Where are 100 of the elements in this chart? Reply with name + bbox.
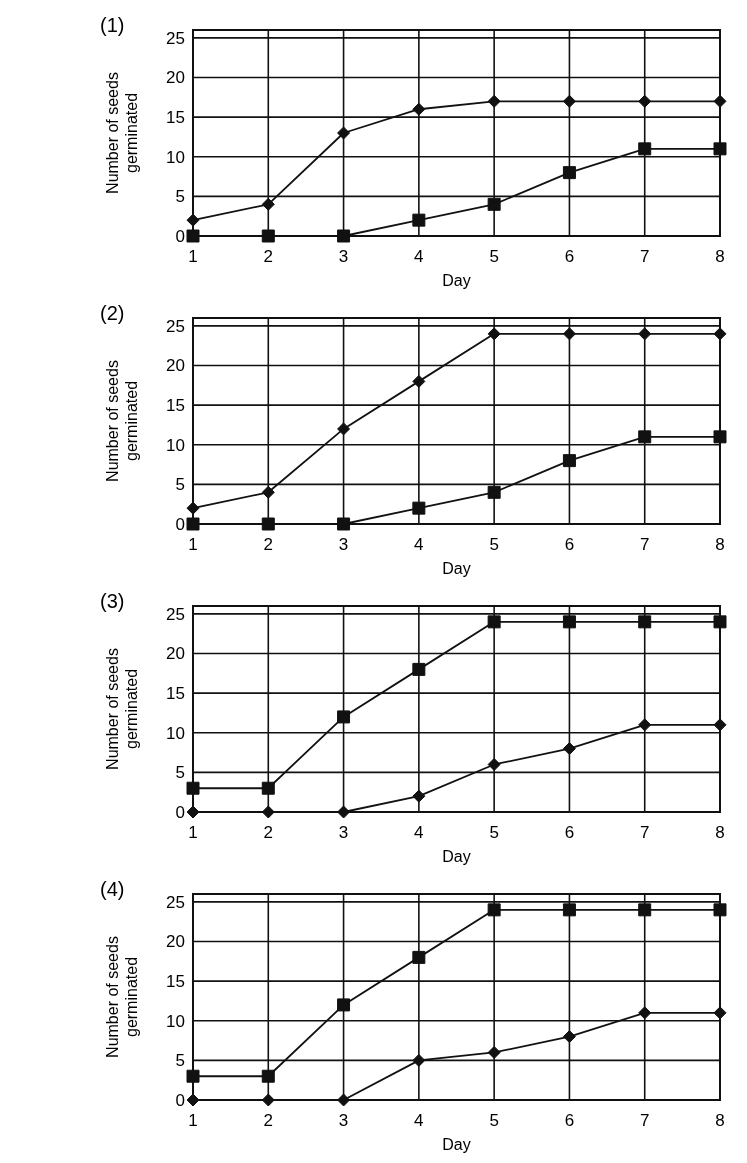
- x-tick-label: 3: [338, 823, 349, 842]
- point: [261, 229, 275, 243]
- x-tick-label: 4: [414, 535, 424, 554]
- x-tick-label: 1: [188, 535, 198, 554]
- y-tick-label: 0: [175, 1090, 185, 1110]
- y-tick-label: 20: [166, 932, 185, 952]
- point: [638, 142, 652, 156]
- y-axis-title: Number of seeds germinated: [104, 936, 141, 1058]
- x-tick-label: 3: [338, 535, 349, 554]
- point: [713, 430, 727, 444]
- point: [412, 662, 426, 676]
- point: [186, 501, 200, 515]
- point: [261, 781, 275, 795]
- x-tick-label: 4: [414, 247, 424, 266]
- point: [186, 213, 200, 227]
- y-tick-label: 0: [175, 226, 185, 246]
- chart-title: (4): [100, 878, 125, 900]
- point: [487, 485, 501, 499]
- point: [562, 94, 576, 108]
- x-tick-label: 8: [715, 1111, 725, 1130]
- y-tick-label: 25: [166, 604, 185, 624]
- point: [412, 789, 426, 803]
- point: [186, 781, 200, 795]
- point: [713, 718, 727, 732]
- point: [412, 213, 426, 227]
- y-tick-label: 0: [175, 802, 185, 822]
- point: [186, 805, 200, 819]
- point: [261, 197, 275, 211]
- y-tick-label: 15: [166, 396, 185, 416]
- y-tick-label: 15: [166, 684, 185, 704]
- point: [638, 430, 652, 444]
- x-tick-label: 7: [639, 247, 650, 266]
- point: [638, 903, 652, 917]
- point: [638, 1006, 652, 1020]
- y-tick-label: 0: [175, 514, 185, 534]
- point: [487, 615, 501, 629]
- x-axis-title: Day: [442, 1136, 471, 1153]
- x-tick-label: 6: [564, 823, 575, 842]
- point: [186, 517, 200, 531]
- y-axis-title: Number of seeds germinated: [104, 72, 141, 194]
- x-tick-label: 7: [639, 535, 650, 554]
- y-tick-label: 25: [166, 892, 185, 912]
- x-tick-label: 8: [715, 535, 725, 554]
- point: [713, 615, 727, 629]
- point: [562, 903, 576, 917]
- y-tick-label: 5: [175, 475, 185, 495]
- chart-title: (1): [100, 14, 125, 36]
- y-tick-label: 10: [166, 1011, 185, 1031]
- point: [487, 327, 501, 341]
- x-axis-title: Day: [442, 272, 471, 289]
- point: [337, 229, 351, 243]
- y-axis-title: Number of seeds germinated: [104, 360, 141, 482]
- y-tick-label: 10: [166, 147, 185, 167]
- point: [487, 197, 501, 211]
- x-tick-label: 4: [414, 823, 424, 842]
- x-tick-label: 7: [639, 1111, 650, 1130]
- y-tick-label: 15: [166, 108, 185, 128]
- x-tick-label: 7: [639, 823, 650, 842]
- point: [562, 454, 576, 468]
- point: [337, 1093, 351, 1107]
- x-tick-label: 5: [489, 535, 499, 554]
- chart-title: (3): [100, 590, 125, 612]
- x-tick-label: 3: [338, 1111, 349, 1130]
- point: [713, 327, 727, 341]
- chart-title: (2): [100, 302, 125, 324]
- point: [412, 1053, 426, 1067]
- point: [261, 517, 275, 531]
- point: [337, 710, 351, 724]
- y-tick-label: 20: [166, 68, 185, 88]
- point: [562, 166, 576, 180]
- point: [412, 501, 426, 515]
- point: [412, 374, 426, 388]
- point: [713, 142, 727, 156]
- point: [487, 94, 501, 108]
- point: [638, 718, 652, 732]
- x-tick-label: 1: [188, 823, 198, 842]
- point: [261, 1069, 275, 1083]
- point: [337, 422, 351, 436]
- x-tick-label: 5: [489, 823, 499, 842]
- point: [562, 615, 576, 629]
- point: [487, 757, 501, 771]
- x-tick-label: 2: [263, 823, 274, 842]
- x-tick-label: 6: [564, 535, 575, 554]
- y-axis-title: Number of seeds germinated: [104, 648, 141, 770]
- point: [186, 1069, 200, 1083]
- point: [713, 903, 727, 917]
- point: [186, 229, 200, 243]
- x-tick-label: 5: [489, 247, 499, 266]
- point: [487, 903, 501, 917]
- x-tick-label: 4: [414, 1111, 424, 1130]
- y-tick-label: 25: [166, 316, 185, 336]
- y-tick-label: 20: [166, 356, 185, 376]
- point: [713, 1006, 727, 1020]
- point: [337, 998, 351, 1012]
- y-tick-label: 10: [166, 435, 185, 455]
- x-tick-label: 2: [263, 1111, 274, 1130]
- x-tick-label: 1: [188, 1111, 198, 1130]
- y-tick-label: 5: [175, 187, 185, 207]
- point: [261, 1093, 275, 1107]
- y-tick-label: 15: [166, 972, 185, 992]
